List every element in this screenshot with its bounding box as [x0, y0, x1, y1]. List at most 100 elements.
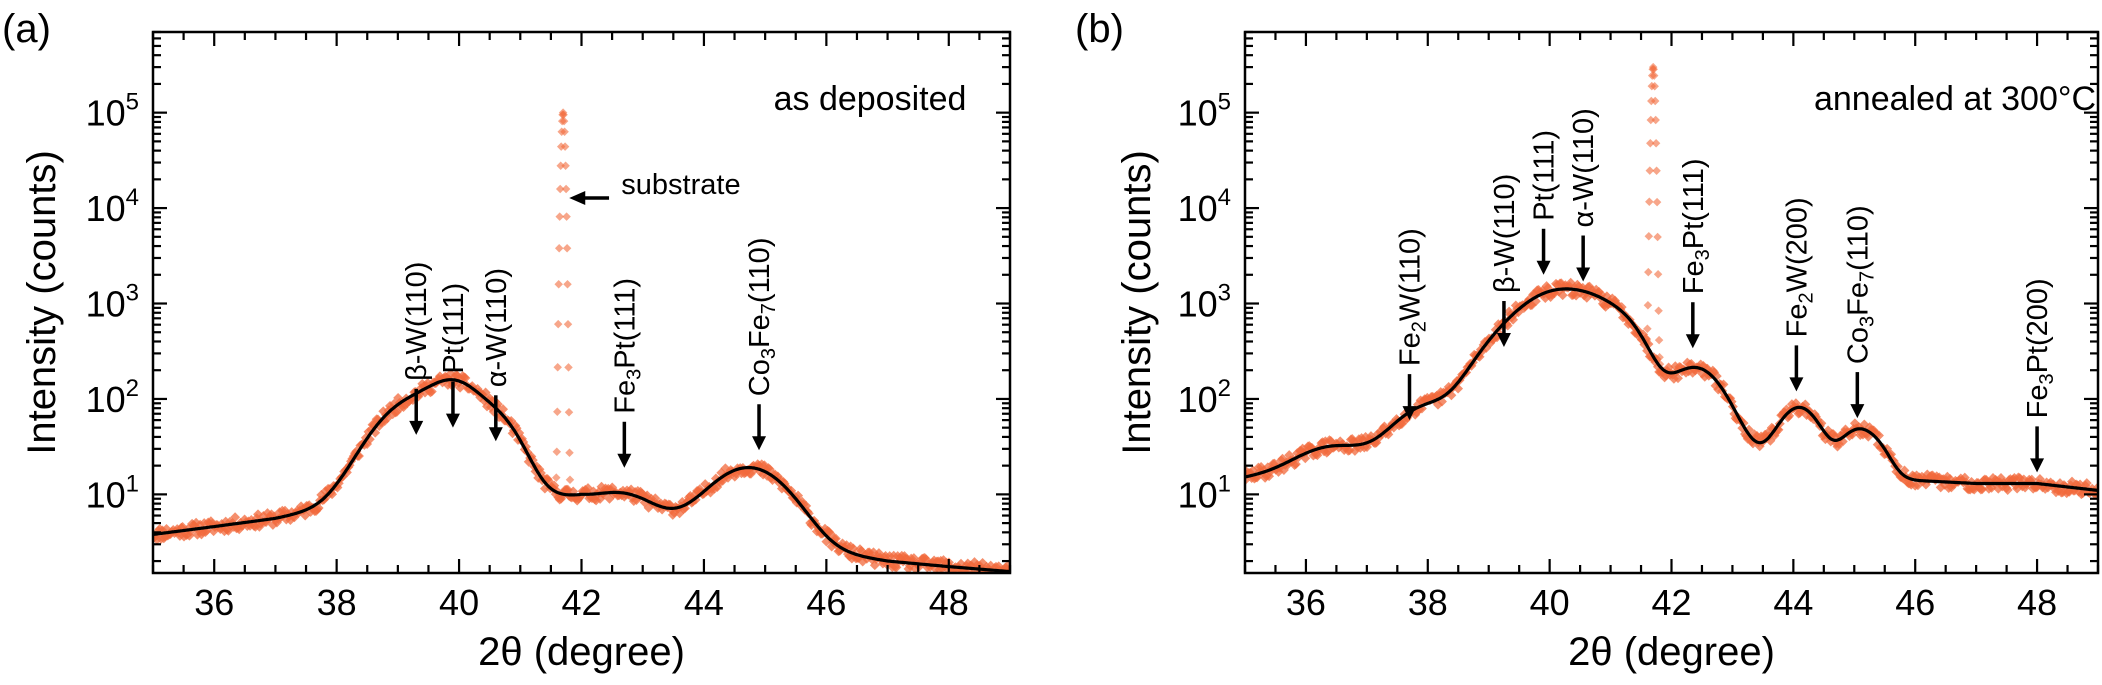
peak-label: Fe3Pt(111) — [609, 278, 645, 414]
substrate-label: substrate — [621, 169, 740, 201]
data-points — [1245, 62, 2098, 500]
peak-annotation: Co3Fe7(110) — [744, 238, 780, 451]
substrate-point — [561, 161, 570, 170]
data-point — [2081, 478, 2092, 489]
arrow-head — [2030, 458, 2045, 473]
arrow-head — [1496, 333, 1511, 348]
x-tick-label: 46 — [806, 582, 846, 623]
x-tick-label: 44 — [1773, 582, 1813, 623]
substrate-point — [564, 407, 574, 417]
x-tick-label: 46 — [1895, 582, 1935, 623]
x-axis-title: 2θ (degree) — [478, 630, 685, 674]
peak-label: Pt(111) — [438, 283, 470, 374]
substrate-point — [554, 244, 564, 253]
arrow-head — [569, 191, 586, 205]
peak-label: α-W(110) — [1568, 108, 1600, 227]
substrate-point — [562, 244, 572, 253]
peak-label: Co3Fe7(110) — [1842, 205, 1878, 364]
peak-annotation: Co3Fe7(110) — [1842, 205, 1878, 419]
y-axis-title: Intensity (counts) — [20, 150, 64, 455]
substrate-point — [554, 280, 563, 289]
x-tick-label: 40 — [439, 582, 479, 623]
substrate-point — [1651, 115, 1660, 125]
substrate-point — [1654, 335, 1664, 345]
panel-label: (a) — [2, 7, 51, 51]
arrow-head — [409, 420, 424, 435]
peak-annotation: Fe3Pt(111) — [609, 278, 645, 468]
y-tick-label: 101 — [1178, 470, 1231, 515]
y-tick-label: 102 — [1178, 375, 1231, 420]
substrate-point — [553, 407, 562, 417]
x-tick-label: 40 — [1530, 582, 1570, 623]
x-tick-label: 42 — [1651, 582, 1691, 623]
substrate-annotation: substrate — [569, 169, 741, 205]
peak-annotation: α-W(110) — [1568, 108, 1600, 282]
substrate-point — [1644, 231, 1654, 241]
data-point — [1557, 290, 1568, 301]
arrow-head — [1789, 377, 1804, 392]
arrow-head — [1850, 404, 1865, 419]
y-ticks — [153, 30, 1010, 563]
x-axis-title: 2θ (degree) — [1568, 630, 1775, 674]
substrate-point — [1653, 232, 1662, 242]
x-tick-label: 38 — [317, 582, 357, 623]
peak-label: β-W(110) — [401, 262, 433, 381]
substrate-point — [565, 475, 575, 484]
y-tick-label: 105 — [1178, 89, 1231, 134]
arrow-head — [752, 436, 767, 451]
y-tick-label: 104 — [86, 184, 139, 229]
peak-label: Co3Fe7(110) — [744, 238, 780, 397]
x-tick-label: 42 — [561, 582, 601, 623]
substrate-point — [552, 447, 562, 456]
x-tick-label: 36 — [194, 582, 234, 623]
y-tick-label: 105 — [86, 89, 139, 134]
peak-annotation: α-W(110) — [481, 268, 513, 442]
x-ticks — [151, 32, 1012, 573]
peak-annotation: β-W(110) — [1489, 174, 1521, 348]
peak-label: β-W(110) — [1489, 174, 1521, 293]
x-tick-label: 48 — [2017, 582, 2057, 623]
peak-annotation: Fe2W(200) — [1781, 197, 1817, 392]
data-points — [153, 108, 1010, 573]
data-point — [2002, 485, 2013, 495]
y-tick-label: 104 — [1178, 184, 1231, 229]
data-point — [1003, 560, 1010, 571]
substrate-point — [1655, 352, 1664, 362]
y-tick-label: 103 — [86, 280, 139, 325]
peak-annotation: Fe3Pt(200) — [2022, 278, 2058, 473]
substrate-point — [1643, 300, 1653, 310]
x-tick-label: 38 — [1408, 582, 1448, 623]
peak-label: Fe2W(200) — [1781, 197, 1817, 337]
data-point — [426, 386, 437, 397]
peak-label: Fe2W(110) — [1395, 228, 1431, 366]
data-point — [1673, 373, 1683, 384]
panel-label: (b) — [1075, 7, 1124, 51]
substrate-point — [553, 319, 563, 329]
y-tick-label: 102 — [86, 375, 139, 420]
substrate-point — [564, 363, 573, 372]
substrate-point — [562, 212, 571, 221]
peak-annotation: Pt(111) — [1529, 130, 1561, 275]
x-tick-label: 48 — [929, 582, 969, 623]
substrate-point — [1653, 270, 1663, 279]
x-ticks — [1243, 32, 2100, 573]
arrow-head — [1536, 260, 1551, 275]
peak-label: α-W(110) — [481, 268, 513, 387]
fit-line — [1245, 287, 2098, 492]
substrate-point — [1652, 197, 1662, 207]
panel-b: (b) 36 38 40 42 44 46 48 101 102 103 104 105 2θ (degr… — [1075, 7, 2100, 674]
substrate-point — [1645, 197, 1654, 206]
data-point — [230, 512, 241, 523]
arrow-head — [1402, 406, 1417, 421]
substrate-point — [563, 319, 573, 329]
y-ticks — [1245, 30, 2098, 563]
substrate-point — [563, 280, 572, 289]
y-tick-label: 103 — [1178, 280, 1231, 325]
peak-annotation: β-W(110) — [401, 262, 433, 435]
substrate-point — [552, 473, 561, 482]
substrate-point — [1644, 267, 1653, 277]
peak-annotation: Fe2W(110) — [1395, 228, 1431, 421]
data-point — [460, 373, 471, 383]
peak-label: Fe3Pt(200) — [2022, 278, 2058, 418]
